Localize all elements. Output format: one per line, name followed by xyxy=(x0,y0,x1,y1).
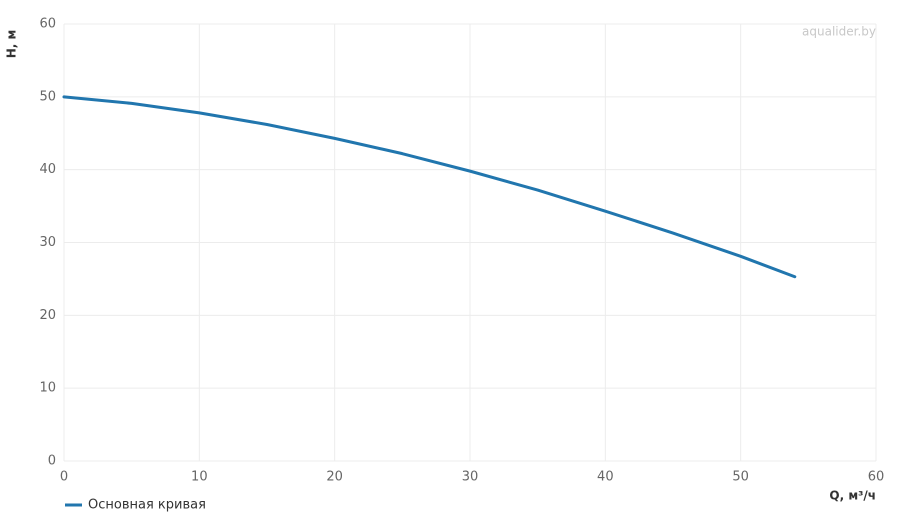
y-tick-label: 50 xyxy=(39,89,56,104)
legend-label: Основная кривая xyxy=(88,498,206,513)
data-line xyxy=(62,95,797,279)
x-tick-label: 60 xyxy=(868,470,885,485)
y-tick-label: 20 xyxy=(39,308,56,323)
y-tick-label: 10 xyxy=(39,381,56,396)
y-axis-label: H, м xyxy=(5,30,19,59)
x-tick-label: 10 xyxy=(191,470,208,485)
x-tick-label: 50 xyxy=(732,470,749,485)
y-tick-label: 30 xyxy=(39,235,56,250)
y-tick-label: 0 xyxy=(48,454,56,469)
watermark: aqualider.by xyxy=(802,25,876,39)
x-axis-label: Q, м³/ч xyxy=(829,489,876,503)
x-tick-label: 20 xyxy=(326,470,343,485)
x-tick-label: 0 xyxy=(60,470,68,485)
y-tick-label: 40 xyxy=(39,162,56,177)
y-tick-label: 60 xyxy=(39,17,56,32)
x-tick-label: 30 xyxy=(462,470,479,485)
x-tick-label: 40 xyxy=(597,470,614,485)
